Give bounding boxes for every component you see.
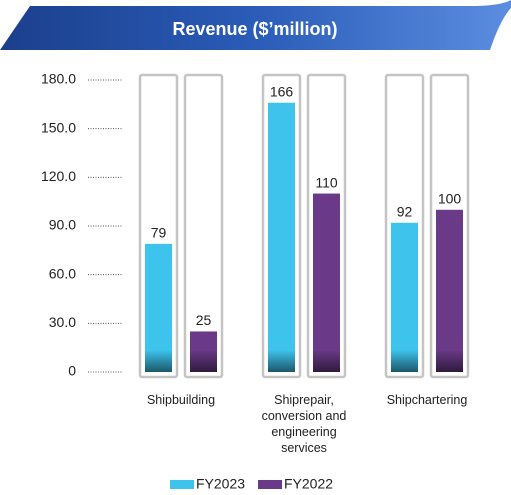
legend-label: FY2023	[196, 476, 245, 492]
bar-shade	[313, 350, 340, 372]
legend-swatch	[170, 480, 194, 489]
bar-shade	[436, 350, 463, 372]
y-tick-label: 30.0	[49, 314, 76, 330]
value-label: 110	[315, 174, 338, 190]
value-label: 79	[151, 225, 167, 241]
x-tick-label: Shipchartering	[386, 393, 468, 407]
bar-container	[183, 73, 224, 379]
value-label: 92	[397, 203, 413, 219]
y-tick-label: 60.0	[49, 265, 76, 281]
y-tick-label: 150.0	[41, 119, 76, 135]
value-label: 25	[196, 312, 212, 328]
x-tick-label: Shiprepair, conversion and engineering s…	[261, 393, 347, 455]
chart-title: Revenue ($’million)	[172, 19, 337, 39]
bar-shade	[190, 350, 217, 372]
y-tick-label: 90.0	[49, 217, 76, 233]
legend-label: FY2022	[284, 476, 333, 492]
bar	[391, 222, 418, 372]
value-label: 100	[438, 190, 462, 206]
bar	[268, 102, 295, 372]
x-tick-label: Shipbuilding	[146, 393, 216, 407]
bar	[313, 193, 340, 372]
legend-swatch	[258, 480, 282, 489]
y-tick-label: 0	[68, 363, 76, 379]
y-tick-label: 180.0	[41, 71, 76, 87]
value-label: 166	[270, 83, 294, 99]
bar-shade	[268, 350, 295, 372]
y-tick-label: 120.0	[41, 168, 76, 184]
bar	[436, 209, 463, 372]
bar-shade	[145, 350, 172, 372]
bar-shade	[391, 350, 418, 372]
title-banner	[0, 0, 511, 50]
